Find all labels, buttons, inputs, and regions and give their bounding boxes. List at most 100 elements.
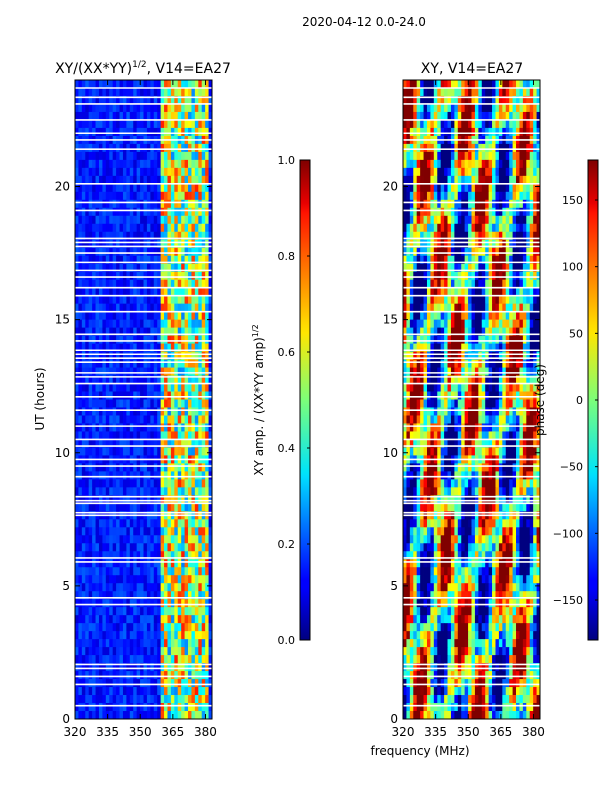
amplitude-heatmap-cell <box>116 247 120 257</box>
amplitude-heatmap-cell <box>177 175 182 185</box>
amplitude-heatmap-cell <box>153 127 158 137</box>
amplitude-heatmap-cell <box>105 175 110 185</box>
phase-heatmap-cell <box>423 271 428 281</box>
amplitude-heatmap-cell <box>201 183 206 193</box>
phase-heatmap-cell <box>512 247 517 257</box>
amplitude-xtick-label: 335 <box>96 725 119 739</box>
phase-heatmap-cell <box>533 215 537 225</box>
amplitude-heatmap-cell <box>136 503 141 512</box>
amplitude-heatmap-cell <box>188 487 192 496</box>
phase-heatmap-cell <box>406 183 411 193</box>
amplitude-heatmap-cell <box>160 327 165 336</box>
amplitude-heatmap-cell <box>81 87 86 97</box>
amplitude-heatmap-cell <box>170 519 175 528</box>
phase-heatmap-cell <box>478 175 483 185</box>
phase-heatmap-cell <box>450 239 455 249</box>
phase-heatmap-cell <box>426 215 431 225</box>
figure-title: 2020-04-12 0.0-24.0 <box>302 15 426 29</box>
phase-heatmap-cell <box>488 215 493 225</box>
phase-heatmap-cell <box>522 287 527 297</box>
amplitude-heatmap-cell <box>81 463 86 472</box>
amplitude-heatmap-cell <box>140 287 144 297</box>
amplitude-heatmap-cell <box>95 223 100 233</box>
amplitude-heatmap-cell <box>95 255 100 265</box>
phase-heatmap-cell <box>403 199 407 209</box>
phase-heatmap-cell <box>420 239 424 249</box>
phase-heatmap-cell <box>403 295 407 305</box>
amplitude-heatmap-cell <box>109 367 114 376</box>
amplitude-heatmap-cell <box>153 583 158 592</box>
phase-heatmap-cell <box>433 223 438 233</box>
phase-heatmap-cell <box>423 103 428 113</box>
phase-heatmap-cell <box>478 207 483 217</box>
phase-heatmap-cell <box>433 399 438 408</box>
amplitude-heatmap-cell <box>188 143 192 153</box>
amplitude-heatmap-cell <box>122 327 127 336</box>
amplitude-heatmap-cell <box>177 535 182 544</box>
amplitude-heatmap-cell <box>153 631 158 640</box>
amplitude-heatmap-cell <box>170 583 175 592</box>
amplitude-heatmap-cell <box>174 191 179 201</box>
amplitude-heatmap-cell <box>92 519 96 528</box>
amplitude-heatmap-cell <box>136 623 141 632</box>
amplitude-heatmap-cell <box>194 615 199 624</box>
phase-heatmap-cell <box>433 311 438 321</box>
amplitude-heatmap-cell <box>119 303 124 313</box>
amplitude-heatmap-cell <box>92 199 96 209</box>
amplitude-heatmap-cell <box>98 471 103 480</box>
phase-heatmap-cell <box>423 247 428 257</box>
amplitude-heatmap-cell <box>208 223 212 233</box>
amplitude-heatmap-cell <box>92 111 96 121</box>
phase-heatmap-cell <box>420 287 424 297</box>
phase-heatmap-cell <box>492 95 496 105</box>
phase-heatmap-cell <box>502 103 507 113</box>
amplitude-heatmap-cell <box>177 223 182 233</box>
amplitude-heatmap-cell <box>150 231 155 241</box>
amplitude-heatmap-cell <box>88 239 93 249</box>
amplitude-heatmap-cell <box>102 335 107 344</box>
panel-amplitude-title-tail: , V14=EA27 <box>147 61 231 77</box>
amplitude-heatmap-cell <box>167 415 172 424</box>
amplitude-heatmap-cell <box>205 183 209 193</box>
phase-heatmap-cell <box>444 303 448 313</box>
phase-heatmap-cell <box>488 207 493 217</box>
amplitude-heatmap-cell <box>194 559 199 568</box>
phase-heatmap-cell <box>416 383 421 392</box>
phase-heatmap-cell <box>512 335 517 344</box>
phase-heatmap-cell <box>440 191 445 201</box>
phase-heatmap-cell <box>536 239 540 249</box>
amplitude-heatmap-cell <box>208 639 212 648</box>
phase-heatmap-cell <box>536 151 540 161</box>
phase-heatmap-cell <box>536 127 540 137</box>
amplitude-heatmap-cell <box>112 463 117 472</box>
amplitude-heatmap-cell <box>146 127 151 137</box>
amplitude-heatmap-cell <box>81 287 86 297</box>
phase-heatmap-cell <box>444 319 448 329</box>
amplitude-heatmap-cell <box>205 383 209 392</box>
phase-heatmap-cell <box>485 255 490 265</box>
phase-heatmap-cell <box>505 367 510 376</box>
amplitude-heatmap-cell <box>126 391 131 400</box>
phase-heatmap-cell <box>423 407 428 416</box>
phase-heatmap-cell <box>485 159 490 169</box>
phase-heatmap-cell <box>444 367 448 376</box>
phase-heatmap-cell <box>533 159 537 169</box>
amplitude-heatmap-cell <box>81 423 86 432</box>
amplitude-heatmap-cell <box>177 183 182 193</box>
amplitude-heatmap-cell <box>194 423 199 432</box>
amplitude-heatmap-cell <box>143 335 148 344</box>
phase-heatmap-cell <box>474 191 479 201</box>
phase-heatmap-cell <box>409 103 414 113</box>
phase-heatmap-cell <box>509 391 513 400</box>
amplitude-heatmap-cell <box>116 479 120 488</box>
amplitude-heatmap-cell <box>174 391 179 400</box>
amplitude-heatmap-cell <box>119 223 124 233</box>
phase-heatmap-cell <box>416 295 421 305</box>
amplitude-heatmap-cell <box>102 199 107 209</box>
amplitude-heatmap-cell <box>109 271 114 281</box>
amplitude-heatmap-cell <box>105 543 110 552</box>
phase-heatmap-cell <box>536 95 540 105</box>
phase-heatmap-cell <box>485 111 490 121</box>
amplitude-heatmap-cell <box>133 663 138 672</box>
amplitude-heatmap-cell <box>198 711 203 719</box>
